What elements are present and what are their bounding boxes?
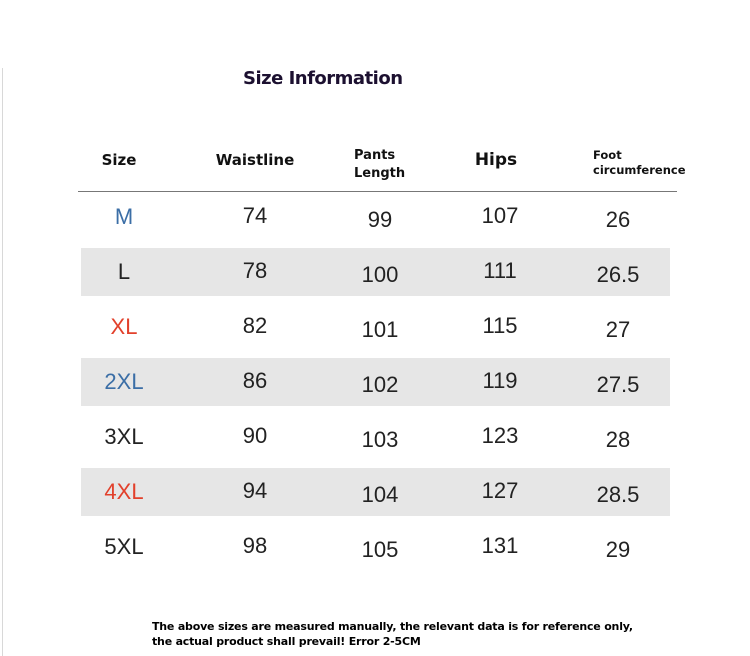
table-row: 3XL 90 103 123 28 <box>81 413 670 461</box>
size-cell: M <box>114 204 134 229</box>
hips-cell: 107 <box>481 203 519 229</box>
hips-cell: 111 <box>483 258 517 284</box>
left-border <box>2 68 3 656</box>
chart-title: Size Information <box>243 68 403 89</box>
waistline-cell: 90 <box>242 423 268 449</box>
table-row: 5XL 98 105 131 29 <box>81 523 670 571</box>
pants-length-cell: 105 <box>361 536 399 562</box>
size-cell: 4XL <box>104 479 144 504</box>
waistline-cell: 94 <box>242 478 268 504</box>
size-cell: 5XL <box>104 534 144 559</box>
table-row: XL 82 101 115 27 <box>81 303 670 351</box>
foot-circumference-cell: 29 <box>605 536 631 562</box>
hips-cell: 127 <box>481 478 519 504</box>
foot-circumference-cell: 26 <box>605 206 631 232</box>
foot-circumference-cell: 28.5 <box>596 481 640 507</box>
header-divider <box>78 191 677 192</box>
size-cell: L <box>117 259 131 284</box>
waistline-cell: 78 <box>242 258 268 284</box>
pants-length-cell: 102 <box>361 371 399 397</box>
header-foot-circumference: Foot circumference <box>593 148 686 177</box>
foot-circumference-cell: 28 <box>605 426 631 452</box>
table-row: 4XL 94 104 127 28.5 <box>81 468 670 516</box>
table-row: 2XL 86 102 119 27.5 <box>81 358 670 406</box>
waistline-cell: 86 <box>242 368 268 394</box>
table-row: M 74 99 107 26 <box>81 193 670 241</box>
hips-cell: 131 <box>481 533 519 559</box>
waistline-cell: 74 <box>242 203 268 229</box>
hips-cell: 115 <box>482 313 518 339</box>
size-cell: XL <box>110 314 138 339</box>
pants-length-cell: 103 <box>361 426 399 452</box>
table-row: L 78 100 111 26.5 <box>81 248 670 296</box>
waistline-cell: 82 <box>242 313 268 339</box>
disclaimer-note: The above sizes are measured manually, t… <box>152 620 633 648</box>
pants-length-cell: 104 <box>361 481 399 507</box>
hips-cell: 119 <box>482 368 518 394</box>
header-size: Size <box>101 151 137 169</box>
header-pants-length: Pants Length <box>354 148 406 181</box>
pants-length-cell: 100 <box>361 261 399 287</box>
hips-cell: 123 <box>481 423 519 449</box>
header-waistline: Waistline <box>215 151 295 169</box>
foot-circumference-cell: 27.5 <box>596 371 640 397</box>
pants-length-cell: 101 <box>361 316 399 342</box>
pants-length-cell: 99 <box>367 206 393 232</box>
size-cell: 3XL <box>104 424 144 449</box>
foot-circumference-cell: 26.5 <box>596 261 640 287</box>
header-hips: Hips <box>474 150 518 170</box>
foot-circumference-cell: 27 <box>605 316 631 342</box>
waistline-cell: 98 <box>242 533 268 559</box>
size-cell: 2XL <box>104 369 144 394</box>
